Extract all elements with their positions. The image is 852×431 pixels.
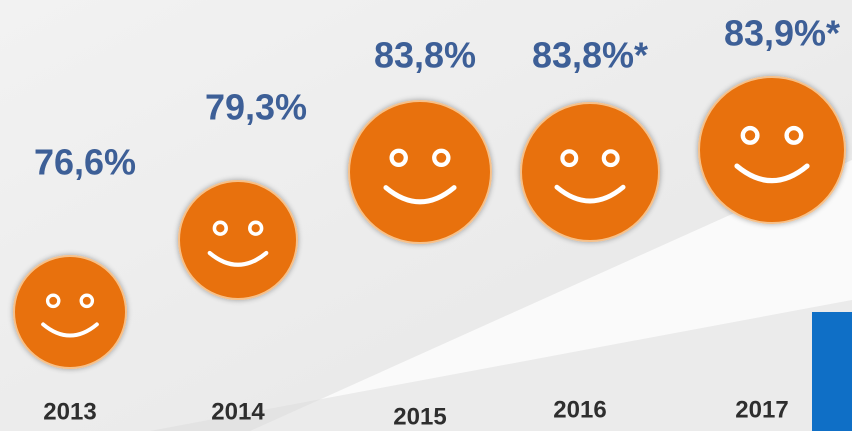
- smiley-eye: [432, 148, 451, 168]
- smiley: [178, 180, 298, 300]
- smiley-mouth: [734, 163, 810, 184]
- smiley-mouth: [41, 322, 99, 338]
- smiley-face: [698, 76, 846, 224]
- x-tick-label: 2013: [43, 398, 96, 425]
- smiley-eye: [784, 125, 804, 145]
- value-label: 83,8%: [374, 35, 476, 76]
- x-tick-label: 2017: [735, 396, 788, 423]
- smiley: [698, 76, 846, 224]
- background-wedge: [150, 300, 852, 431]
- smiley-eye: [560, 149, 579, 168]
- smiley-face: [178, 180, 298, 300]
- smiley-mouth: [383, 185, 457, 205]
- smiley-eye: [740, 125, 760, 145]
- value-label: 79,3%: [205, 87, 307, 128]
- smiley: [520, 102, 660, 242]
- x-tick-label: 2015: [393, 403, 446, 430]
- value-label: 83,9%*: [724, 13, 840, 54]
- smiley-eye: [212, 220, 228, 236]
- x-tick-label: 2016: [553, 396, 606, 423]
- smiley-face: [13, 255, 127, 369]
- smiley-face: [348, 100, 492, 244]
- value-label: 76,6%: [34, 142, 136, 183]
- smiley-eye: [601, 149, 620, 168]
- smiley-eye: [248, 220, 264, 236]
- smiley-mouth: [554, 184, 626, 204]
- value-label: 83,8%*: [532, 35, 648, 76]
- smiley: [348, 100, 492, 244]
- smiley-mouth: [207, 250, 269, 267]
- smiley: [13, 255, 127, 369]
- marks: 76,6% 2013 79,3% 2014 83,8% 2015 83,8%* 2016 83,…: [13, 13, 846, 430]
- x-tick-label: 2014: [211, 398, 265, 425]
- smiley-face: [520, 102, 660, 242]
- smiley-eye: [389, 148, 408, 168]
- blue-block: [812, 312, 852, 431]
- smiley-eye: [79, 293, 95, 309]
- smiley-eye: [45, 293, 61, 309]
